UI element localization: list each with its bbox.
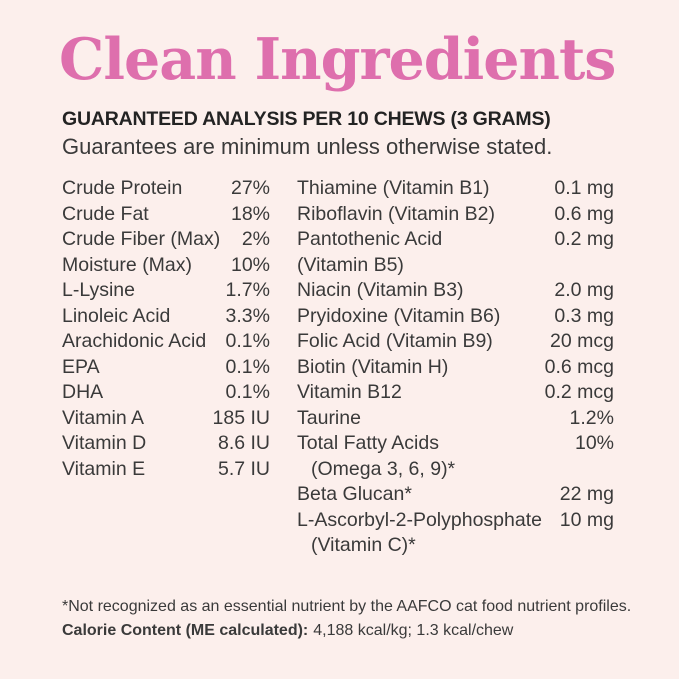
nutrient-row: Crude Fat 18% (62, 202, 270, 228)
nutrient-label: Vitamin D (62, 432, 147, 454)
nutrient-value: 185 IU (212, 406, 270, 429)
nutrient-label: Beta Glucan* (297, 483, 412, 505)
nutrient-label: (Omega 3, 6, 9)* (311, 457, 456, 480)
analysis-left-column: Crude Protein 27% Crude Fat 18% Crude Fibe… (62, 176, 270, 559)
nutrient-row: Arachidonic Acid 0.1% (62, 329, 270, 355)
nutrient-value: 0.6 mcg (544, 355, 614, 378)
nutrient-row: Niacin (Vitamin B3) 2.0 mg (297, 278, 614, 304)
nutrient-value: 10% (230, 253, 270, 276)
nutrient-row: Total Fatty Acids 10% (297, 431, 614, 457)
calorie-content-value: 4,188 kcal/kg; 1.3 kcal/chew (313, 622, 514, 639)
guarantee-note: Guarantees are minimum unless otherwise … (62, 134, 553, 159)
nutrient-label: (Vitamin C)* (311, 534, 416, 556)
nutrient-label: Arachidonic Acid (62, 330, 207, 352)
nutrient-row: DHA 0.1% (62, 380, 270, 406)
nutrient-row: L-Ascorbyl-2-Polyphosphate 10 mg (297, 508, 614, 534)
nutrient-value: 22 mg (559, 483, 614, 505)
nutrient-label: Biotin (Vitamin H) (297, 355, 449, 378)
nutrient-row-continuation: (Vitamin C)* (297, 533, 614, 559)
nutrient-value: 1.2% (569, 406, 614, 429)
nutrient-label: Vitamin B12 (297, 381, 402, 403)
page-title: Clean Ingredients (59, 26, 616, 93)
nutrient-value (608, 457, 614, 483)
nutrient-value: 8.6 IU (217, 432, 270, 454)
nutrient-label: DHA (62, 381, 104, 403)
nutrient-value: 0.1% (225, 355, 270, 378)
nutrient-value: 0.2 mg (554, 228, 614, 250)
nutrient-row: Beta Glucan* 22 mg (297, 482, 614, 508)
nutrient-value: 0.2 mcg (544, 381, 614, 403)
nutrient-label: Crude Fiber (Max) (62, 228, 221, 250)
nutrient-value: 27% (230, 177, 270, 199)
nutrient-row: Vitamin E 5.7 IU (62, 457, 270, 483)
nutrient-row: Vitamin D 8.6 IU (62, 431, 270, 457)
aafco-footnote: *Not recognized as an essential nutrient… (62, 598, 632, 615)
nutrient-value: 0.6 mg (554, 202, 614, 225)
nutrient-label: Pryidoxine (Vitamin B6) (297, 304, 501, 327)
nutrient-label: L-Ascorbyl-2-Polyphosphate (297, 508, 542, 531)
nutrient-label: Thiamine (Vitamin B1) (297, 177, 490, 199)
nutrient-row-continuation: (Vitamin B5) (297, 253, 614, 279)
nutrient-label: Vitamin E (62, 457, 146, 480)
nutrient-value: 10% (574, 432, 614, 454)
calorie-content-label: Calorie Content (ME calculated): (62, 622, 309, 639)
nutrient-row: Crude Protein 27% (62, 176, 270, 202)
nutrient-row: Pantothenic Acid 0.2 mg (297, 227, 614, 253)
nutrient-row: Vitamin B12 0.2 mcg (297, 380, 614, 406)
nutrient-label: Moisture (Max) (62, 253, 193, 276)
nutrient-label: Niacin (Vitamin B3) (297, 279, 464, 301)
calorie-content-line: Calorie Content (ME calculated): 4,188 kc… (62, 619, 631, 643)
nutrient-value: 0.3 mg (554, 304, 614, 327)
nutrient-value: 2.0 mg (554, 279, 614, 301)
nutrient-value: 5.7 IU (217, 457, 270, 480)
nutrient-row-continuation: (Omega 3, 6, 9)* (297, 457, 614, 483)
nutrient-value (608, 253, 614, 279)
nutrient-row: Linoleic Acid 3.3% (62, 304, 270, 330)
nutrient-row: Crude Fiber (Max) 2% (62, 227, 270, 253)
nutrient-row: L-Lysine 1.7% (62, 278, 270, 304)
analysis-table: Crude Protein 27% Crude Fat 18% Crude Fibe… (62, 176, 614, 559)
nutrient-label: Pantothenic Acid (297, 228, 443, 250)
nutrient-label: (Vitamin B5) (297, 253, 404, 276)
nutrient-label: Crude Fat (62, 202, 149, 225)
nutrient-label: Total Fatty Acids (297, 432, 439, 454)
nutrient-label: Vitamin A (62, 406, 145, 429)
nutrient-row: Vitamin A 185 IU (62, 406, 270, 432)
nutrient-label: EPA (62, 355, 100, 378)
nutrient-row: Pryidoxine (Vitamin B6) 0.3 mg (297, 304, 614, 330)
nutrient-label: Riboflavin (Vitamin B2) (297, 202, 495, 225)
nutrient-label: Crude Protein (62, 177, 183, 199)
nutrient-value (608, 533, 614, 559)
nutrient-label: Linoleic Acid (62, 304, 171, 327)
nutrient-row: Moisture (Max) 10% (62, 253, 270, 279)
nutrient-value: 20 mcg (550, 330, 614, 352)
nutrient-label: Taurine (297, 406, 361, 429)
nutrient-label: Folic Acid (Vitamin B9) (297, 330, 493, 352)
guaranteed-analysis-heading: GUARANTEED ANALYSIS PER 10 CHEWS (3 GRAM… (62, 108, 551, 130)
analysis-right-column: Thiamine (Vitamin B1) 0.1 mg Riboflavin (… (297, 176, 614, 559)
nutrient-value: 1.7% (225, 279, 270, 301)
nutrient-row: Riboflavin (Vitamin B2) 0.6 mg (297, 202, 614, 228)
nutrient-value: 10 mg (559, 508, 614, 531)
nutrient-value: 3.3% (225, 304, 270, 327)
nutrient-value: 2% (241, 228, 270, 250)
nutrient-value: 0.1% (225, 381, 270, 403)
nutrient-value: 18% (230, 202, 270, 225)
nutrient-row: Biotin (Vitamin H) 0.6 mcg (297, 355, 614, 381)
nutrient-value: 0.1 mg (554, 177, 614, 199)
nutrient-row: Thiamine (Vitamin B1) 0.1 mg (297, 176, 614, 202)
nutrient-row: Folic Acid (Vitamin B9) 20 mcg (297, 329, 614, 355)
nutrient-row: EPA 0.1% (62, 355, 270, 381)
nutrient-label: L-Lysine (62, 279, 135, 301)
nutrient-value: 0.1% (225, 330, 270, 352)
nutrient-row: Taurine 1.2% (297, 406, 614, 432)
footnotes: *Not recognized as an essential nutrient… (62, 595, 631, 643)
